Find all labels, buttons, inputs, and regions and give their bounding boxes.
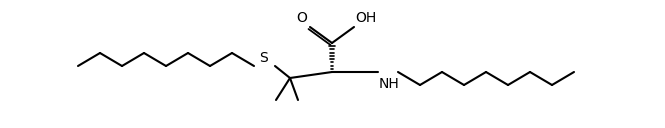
Text: NH: NH xyxy=(379,77,400,91)
Text: S: S xyxy=(259,51,267,65)
Text: O: O xyxy=(296,11,307,25)
Text: OH: OH xyxy=(355,11,376,25)
